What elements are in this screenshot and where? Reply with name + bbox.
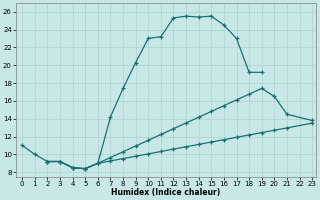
X-axis label: Humidex (Indice chaleur): Humidex (Indice chaleur) bbox=[111, 188, 220, 197]
